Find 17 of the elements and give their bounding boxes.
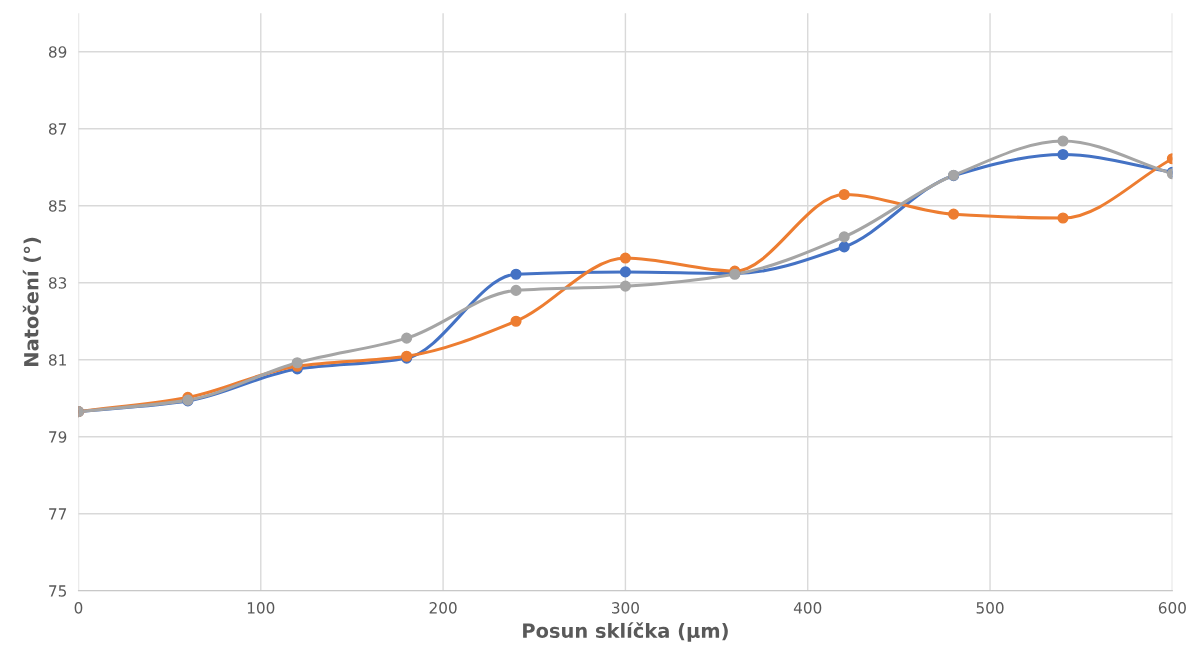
y-tick-label: 89: [48, 46, 67, 58]
x-tick-label: 100: [247, 602, 275, 614]
x-axis-title: Posun sklíčka (µm): [523, 622, 728, 642]
x-tick-label: 400: [793, 602, 822, 614]
y-tick-label: 75: [49, 585, 67, 597]
y-tick-label: 87: [48, 123, 67, 135]
y-tick-label: 77: [49, 508, 67, 520]
x-tick-label: 0: [74, 602, 83, 614]
y-tick-label: 79: [49, 431, 67, 443]
y-tick-label: 83: [48, 277, 67, 289]
x-tick-label: 300: [612, 602, 639, 614]
y-tick-label: 81: [48, 354, 66, 366]
x-tick-label: 200: [429, 602, 457, 614]
y-tick-label: 85: [48, 200, 67, 212]
x-tick-label: 500: [976, 602, 1004, 614]
y-axis-title: Natočení (°): [22, 237, 41, 366]
x-tick-label: 600: [1158, 602, 1186, 614]
